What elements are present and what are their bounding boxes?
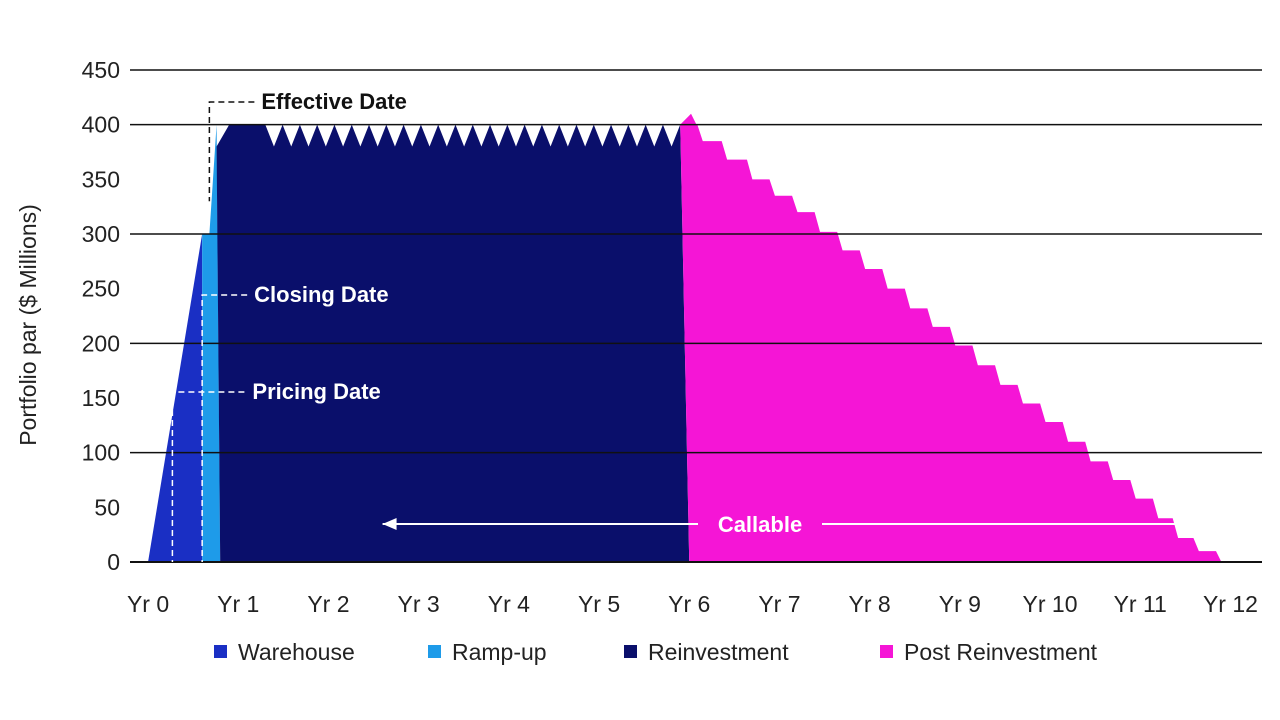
x-tick-label: Yr 6 — [668, 591, 710, 617]
x-tick-label: Yr 10 — [1023, 591, 1078, 617]
x-tick-label: Yr 11 — [1114, 591, 1167, 617]
gridlines — [130, 69, 1262, 563]
y-tick-label: 100 — [82, 440, 120, 466]
area-series-group — [148, 113, 1222, 563]
effective-date-marker — [208, 101, 255, 202]
x-tick-label: Yr 1 — [217, 591, 259, 617]
annotations: Effective Date Closing Date Pricing Date Ca… — [171, 89, 1195, 562]
x-tick-label: Yr 8 — [849, 591, 891, 617]
x-tick-label: Yr 9 — [939, 591, 981, 617]
effective-date-label: Effective Date — [261, 89, 407, 114]
x-tick-label: Yr 4 — [488, 591, 530, 617]
legend-label-ramp-up: Ramp-up — [452, 639, 547, 665]
x-tick-label: Yr 0 — [127, 591, 169, 617]
legend-label-reinvestment: Reinvestment — [648, 639, 789, 665]
y-tick-label: 450 — [82, 57, 120, 83]
y-tick-label: 350 — [82, 166, 120, 192]
x-tick-label: Yr 7 — [758, 591, 800, 617]
y-tick-label: 250 — [82, 276, 120, 302]
y-axis-label: Portfolio par ($ Millions) — [15, 204, 41, 446]
y-tick-label: 400 — [82, 112, 120, 138]
closing-date-label: Closing Date — [254, 282, 388, 307]
legend-label-post-reinvestment: Post Reinvestment — [904, 639, 1098, 665]
pricing-date-label: Pricing Date — [252, 379, 380, 404]
closing-date-marker — [201, 294, 248, 562]
y-tick-label: 300 — [82, 221, 120, 247]
series-post-reinvestment-area — [680, 113, 1222, 562]
pricing-date-marker — [171, 391, 245, 562]
legend-swatch-post-reinvestment — [880, 645, 893, 658]
legend-swatch-ramp-up — [428, 645, 441, 658]
legend-swatch-warehouse — [214, 645, 227, 658]
y-tick-label: 0 — [107, 549, 120, 575]
x-tick-label: Yr 12 — [1203, 591, 1258, 617]
x-tick-label: Yr 2 — [307, 591, 349, 617]
y-tick-label: 150 — [82, 385, 120, 411]
x-tick-label: Yr 3 — [398, 591, 440, 617]
x-axis-ticks: Yr 0 Yr 1 Yr 2 Yr 3 Yr 4 Yr 5 Yr 6 Yr 7 Yr 8 Yr 9… — [127, 591, 1258, 617]
x-tick-label: Yr 5 — [578, 591, 620, 617]
legend-label-warehouse: Warehouse — [238, 639, 355, 665]
y-tick-label: 200 — [82, 330, 120, 356]
series-warehouse-area — [148, 234, 203, 562]
y-axis-ticks: 0 50 100 150 200 250 300 350 400 450 — [82, 57, 120, 575]
y-tick-label: 50 — [94, 494, 120, 520]
callable-label: Callable — [718, 512, 802, 537]
callable-arrow-left-head — [382, 518, 397, 530]
callable-arrow-right-head — [1180, 518, 1195, 530]
legend: Warehouse Ramp-up Reinvestment Post Reinves… — [214, 639, 1098, 665]
legend-swatch-reinvestment — [624, 645, 637, 658]
